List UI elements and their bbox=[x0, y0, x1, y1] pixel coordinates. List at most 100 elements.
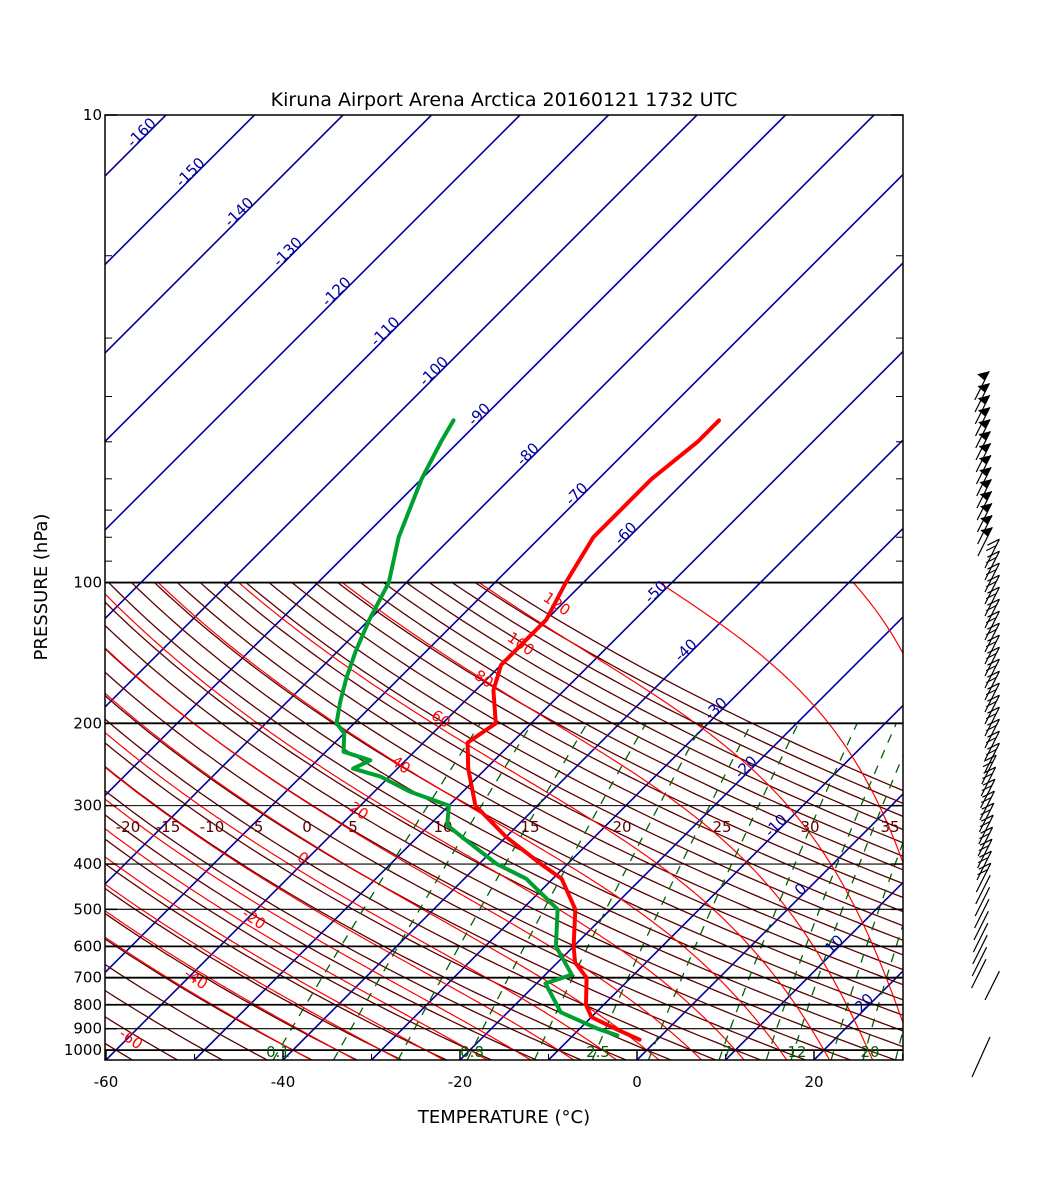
isotherm-label: -120 bbox=[318, 273, 355, 310]
y-tick-label: 10 bbox=[83, 106, 102, 124]
dry-adiabat-line bbox=[105, 963, 268, 1060]
wind-barb bbox=[971, 1036, 991, 1078]
wind-barb-feather bbox=[987, 598, 1000, 606]
wind-barb-feather bbox=[985, 605, 997, 612]
dry-adiabat-label: -15 bbox=[156, 818, 181, 836]
wind-barb-flag bbox=[978, 443, 991, 453]
wind-barb-staff bbox=[984, 610, 1000, 641]
wind-barb bbox=[984, 610, 1000, 641]
wind-barb bbox=[984, 718, 1000, 749]
wind-barbs bbox=[971, 370, 1000, 1078]
wind-barb bbox=[975, 874, 991, 905]
saturated-adiabat-label: 120 bbox=[540, 588, 574, 619]
temperature-profile bbox=[465, 418, 721, 1042]
saturated-adiabat-line bbox=[157, 582, 788, 1060]
wind-barb bbox=[984, 586, 1000, 617]
saturated-adiabat-line bbox=[105, 646, 703, 1060]
wind-barb bbox=[984, 970, 1000, 1001]
wind-barb bbox=[984, 682, 1000, 713]
wind-barb bbox=[977, 826, 994, 857]
wind-barb-feather bbox=[979, 838, 993, 846]
wind-barb-feather bbox=[978, 862, 992, 870]
wind-barb-feather bbox=[981, 785, 993, 792]
wind-barb bbox=[975, 862, 992, 893]
dry-adiabat-label: 30 bbox=[800, 818, 819, 836]
wind-barb-flag bbox=[979, 491, 992, 501]
wind-barb-feather bbox=[978, 845, 990, 852]
wind-barb-feather bbox=[985, 557, 997, 564]
wind-barb-staff bbox=[977, 838, 993, 869]
y-tick-label: 500 bbox=[73, 900, 102, 918]
wind-barb-staff bbox=[975, 874, 991, 905]
wind-barb-feather bbox=[987, 610, 1000, 618]
wind-barb-feather bbox=[985, 593, 997, 600]
saturated-adiabat-line bbox=[105, 856, 445, 1060]
wind-barb bbox=[981, 754, 997, 785]
dry-adiabat-line bbox=[105, 694, 761, 1060]
saturated-adiabat-line bbox=[238, 582, 831, 1060]
wind-barb bbox=[984, 670, 1000, 701]
wind-barb bbox=[980, 766, 997, 797]
saturated-adiabats bbox=[105, 582, 903, 1060]
dry-adiabat-line bbox=[105, 938, 313, 1060]
dry-adiabat-label: -5 bbox=[249, 818, 264, 836]
saturated-adiabat-line bbox=[105, 910, 356, 1060]
wind-barb-staff bbox=[984, 706, 1000, 737]
wind-barb-flag bbox=[978, 431, 991, 441]
wind-barb bbox=[984, 562, 1000, 593]
isotherm-line bbox=[636, 792, 903, 1060]
wind-barb-feather bbox=[985, 689, 997, 696]
wind-barb-feather bbox=[982, 790, 995, 798]
dry-adiabat-line bbox=[105, 647, 851, 1060]
wind-barb-staff bbox=[984, 622, 1000, 653]
mixing-ratio-line bbox=[923, 723, 1025, 1060]
dry-adiabat-line bbox=[105, 624, 896, 1060]
wind-barb-feather bbox=[983, 766, 996, 774]
wind-barb-flag bbox=[979, 503, 992, 513]
wind-barb-feather bbox=[979, 833, 990, 840]
dry-adiabats bbox=[105, 581, 903, 1060]
isotherm-label: 20 bbox=[851, 990, 877, 1016]
isotherm-label: -130 bbox=[269, 233, 306, 270]
mixing-ratio-label: 20 bbox=[860, 1043, 879, 1061]
wind-barb-staff bbox=[984, 562, 1000, 593]
wind-barb bbox=[984, 622, 1000, 653]
wind-barb bbox=[984, 634, 1000, 665]
y-tick-label: 1000 bbox=[64, 1041, 102, 1059]
wind-barb bbox=[971, 958, 987, 989]
mixing-ratio-line bbox=[718, 723, 858, 1060]
mixing-ratio-line bbox=[862, 922, 903, 1060]
wind-barb-feather bbox=[981, 802, 995, 810]
isotherm-label: -70 bbox=[561, 479, 591, 509]
saturated-adiabat-line bbox=[105, 827, 488, 1060]
wind-barb-feather bbox=[985, 617, 997, 624]
wind-barb bbox=[977, 526, 993, 557]
y-tick-label: 100 bbox=[73, 574, 102, 592]
wind-barb-staff bbox=[972, 922, 989, 953]
dry-adiabat-line bbox=[337, 581, 903, 885]
dry-adiabat-line bbox=[154, 582, 903, 1001]
dry-adiabat-label: 0 bbox=[302, 818, 312, 836]
wind-barb-staff bbox=[984, 730, 1000, 761]
isotherm-line bbox=[991, 115, 1062, 1060]
dry-adiabat-label: 15 bbox=[520, 818, 539, 836]
wind-barb-feather bbox=[985, 713, 997, 720]
dry-adiabat-line bbox=[105, 765, 627, 1060]
isotherm-line bbox=[105, 261, 903, 1060]
wind-barb-feather bbox=[985, 737, 997, 744]
isopleth-labels: -160-150-140-130-120-110-100-90-80-70-60… bbox=[116, 114, 900, 1061]
isotherm-line bbox=[901, 1058, 903, 1060]
wind-barb-staff bbox=[974, 898, 990, 929]
wind-barb bbox=[984, 538, 1000, 569]
dry-adiabat-label: 25 bbox=[712, 818, 731, 836]
y-tick-label: 700 bbox=[73, 969, 102, 987]
wind-barb bbox=[984, 658, 1000, 689]
wind-barb-flag bbox=[977, 383, 990, 393]
wind-barb bbox=[984, 706, 1000, 737]
wind-barb-flag bbox=[977, 395, 990, 405]
wind-barb-feather bbox=[979, 850, 992, 858]
wind-barb-feather bbox=[985, 581, 997, 588]
dry-adiabat-line bbox=[105, 601, 903, 1048]
x-tick-label: 20 bbox=[804, 1073, 823, 1091]
wind-barb-staff bbox=[984, 646, 1000, 677]
